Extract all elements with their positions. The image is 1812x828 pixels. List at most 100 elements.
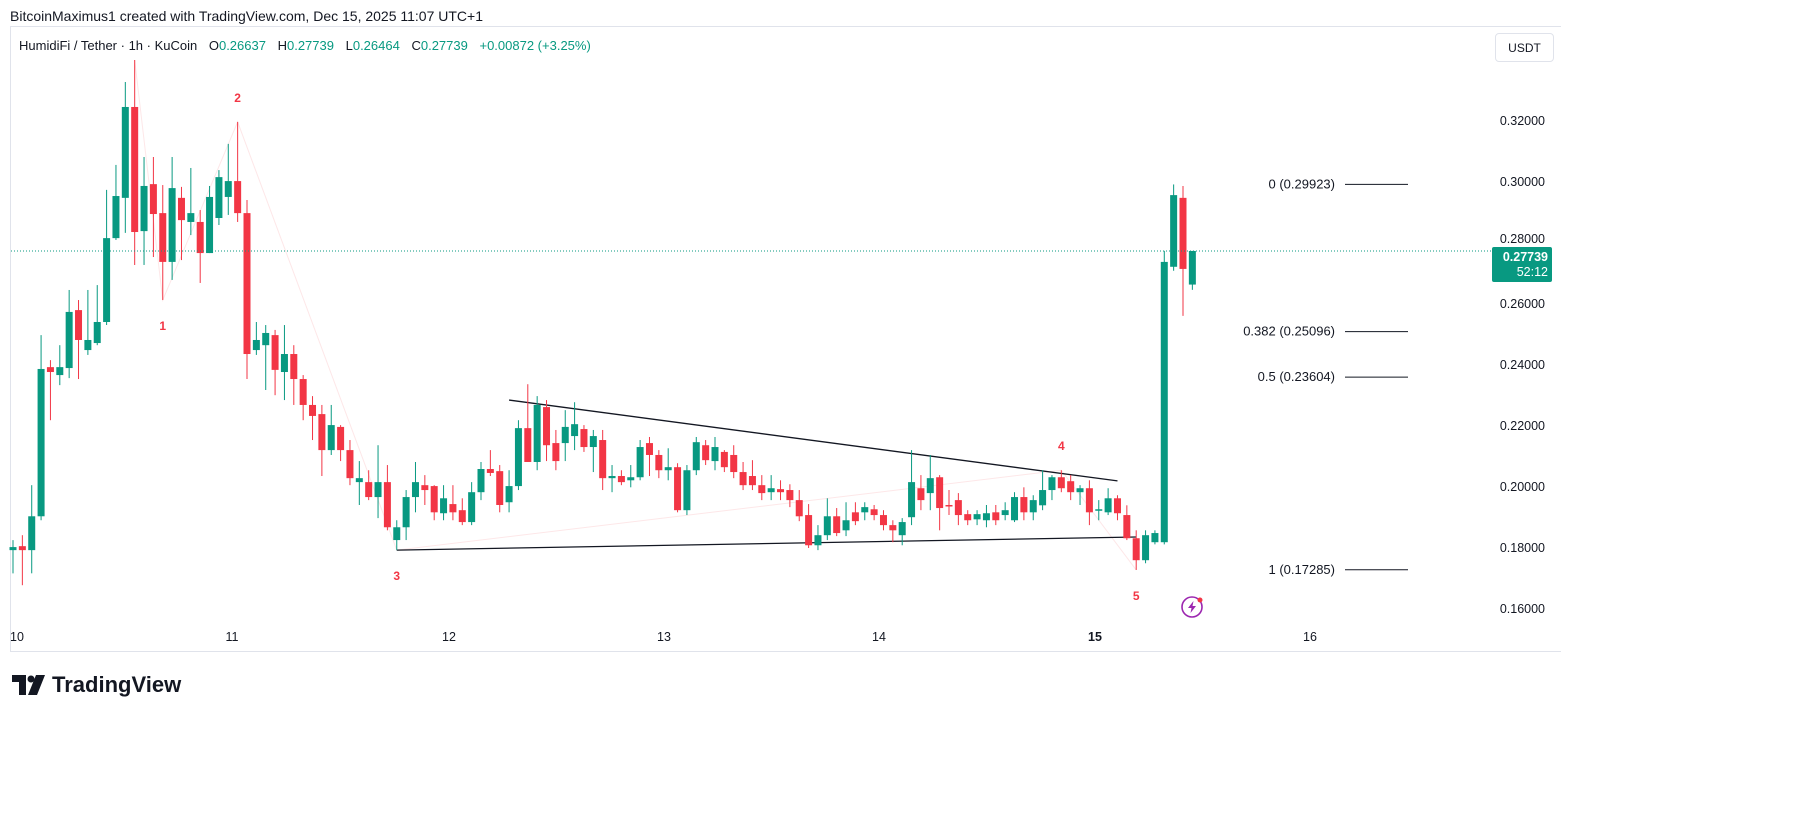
candle-up	[187, 213, 195, 222]
candle-down	[383, 482, 391, 528]
candle-down	[758, 485, 766, 494]
candle-down	[196, 221, 204, 254]
candle-up	[627, 477, 635, 481]
current-price-value: 0.27739	[1503, 250, 1548, 264]
candle-down	[430, 486, 438, 513]
candle-up	[327, 425, 335, 451]
candle-down	[449, 504, 457, 513]
wave-label: 5	[1133, 589, 1140, 603]
candle-down	[318, 414, 326, 451]
candle-down	[870, 509, 878, 516]
candle-down	[645, 443, 653, 455]
close-label: C	[411, 38, 421, 53]
candle-down	[964, 514, 972, 521]
candle-down	[75, 310, 83, 340]
candle-up	[683, 470, 691, 511]
candle-down	[1132, 538, 1140, 561]
fib-label: 1 (0.17285)	[1269, 562, 1336, 577]
candle-down	[18, 546, 26, 551]
candle-down	[617, 476, 625, 483]
candle-down	[309, 404, 317, 416]
lightning-icon[interactable]	[1181, 596, 1203, 618]
trendline-0	[508, 399, 1118, 482]
candle-down	[805, 515, 813, 546]
candle-down	[1067, 481, 1075, 493]
candle-down	[337, 426, 345, 451]
candle-up	[262, 332, 270, 346]
candle-up	[206, 196, 214, 254]
y-tick-label: 0.22000	[1500, 419, 1545, 433]
change-value: +0.00872 (+3.25%)	[479, 38, 591, 53]
candle-up	[1076, 488, 1084, 493]
currency-button[interactable]: USDT	[1495, 33, 1554, 62]
candle-down	[1020, 497, 1028, 513]
x-tick-label: 12	[442, 630, 456, 644]
candle-up	[411, 482, 419, 498]
candle-down	[748, 476, 756, 486]
candle-up	[252, 339, 260, 351]
candle-down	[730, 454, 738, 473]
candle-down	[458, 510, 466, 523]
candle-down	[290, 354, 298, 380]
candle-up	[1095, 509, 1103, 511]
candle-down	[833, 516, 841, 534]
candle-up	[908, 482, 916, 518]
candle-up	[112, 196, 120, 239]
candle-up	[37, 368, 45, 517]
candle-down	[739, 472, 747, 486]
candle-up	[692, 442, 700, 471]
y-tick-label: 0.32000	[1500, 114, 1545, 128]
candle-up	[1160, 261, 1168, 543]
x-tick-label: 11	[226, 630, 239, 644]
high-label: H	[277, 38, 287, 53]
candle-up	[1029, 500, 1037, 513]
candle-down	[777, 489, 785, 493]
candle-down	[421, 485, 429, 491]
candle-up	[280, 354, 288, 373]
x-tick-label: 16	[1303, 630, 1317, 644]
candle-down	[1113, 498, 1121, 514]
open-value: 0.26637	[218, 38, 266, 53]
candle-up	[440, 498, 448, 514]
candle-down	[720, 451, 728, 468]
bar-countdown: 52:12	[1517, 265, 1548, 279]
candle-up	[1170, 195, 1178, 267]
candle-up	[103, 238, 111, 322]
fib-label: 0 (0.29923)	[1269, 176, 1336, 191]
candle-up	[982, 513, 990, 521]
tradingview-logo-icon	[12, 675, 45, 695]
candle-up	[374, 482, 382, 498]
symbol-name[interactable]: HumidiFi / Tether · 1h · KuCoin	[19, 38, 198, 53]
candle-up	[571, 424, 579, 437]
candle-up	[93, 321, 101, 344]
candle-up	[28, 516, 36, 551]
candle-down	[243, 213, 251, 355]
candle-down	[936, 477, 944, 509]
candle-down	[346, 450, 354, 479]
chart-frame	[10, 26, 1561, 652]
current-price-badge	[1492, 246, 1552, 282]
close-value: 0.27739	[420, 38, 468, 53]
candle-down	[524, 428, 532, 462]
candle-up	[814, 535, 822, 546]
candle-down	[131, 106, 139, 233]
candle-down	[1179, 197, 1187, 269]
candle-up	[168, 188, 176, 262]
open-label: O	[208, 38, 219, 53]
candle-up	[1039, 490, 1047, 506]
candle-up	[65, 311, 73, 369]
candle-up	[1001, 510, 1009, 516]
candle-down	[486, 469, 494, 473]
candle-up	[533, 404, 541, 462]
candle-down	[580, 429, 588, 448]
candle-up	[505, 486, 513, 503]
candle-up	[1151, 533, 1159, 543]
tradingview-logo[interactable]: TradingView	[12, 672, 181, 698]
x-tick-label: 14	[872, 630, 886, 644]
candle-up	[514, 428, 522, 487]
candle-down	[1057, 477, 1065, 489]
candle-up	[1011, 497, 1019, 521]
y-tick-label: 0.20000	[1500, 480, 1545, 494]
candle-down	[234, 181, 242, 214]
